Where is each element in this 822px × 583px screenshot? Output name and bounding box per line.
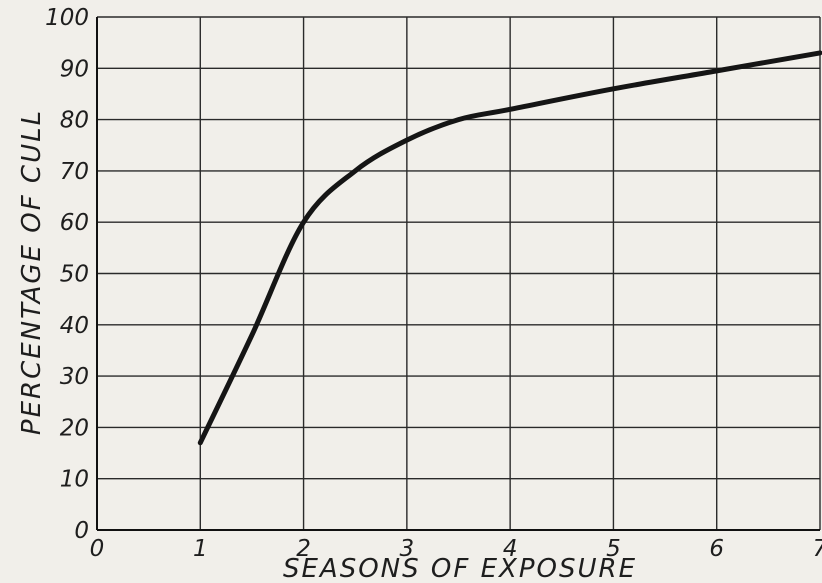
x-tick-label: 5 bbox=[606, 536, 621, 562]
y-tick-label: 20 bbox=[60, 415, 89, 441]
x-tick-label: 6 bbox=[709, 536, 724, 562]
x-axis-title: SEASONS OF EXPOSURE bbox=[283, 554, 637, 579]
tick-labels: 012345670102030405060708090100 bbox=[45, 5, 822, 562]
series bbox=[197, 50, 822, 446]
y-tick-label: 50 bbox=[60, 262, 89, 288]
y-tick-label: 100 bbox=[45, 5, 89, 31]
y-tick-label: 30 bbox=[60, 364, 89, 390]
y-tick-label: 10 bbox=[60, 467, 89, 493]
y-tick-label: 40 bbox=[60, 313, 89, 339]
x-tick-label: 3 bbox=[400, 536, 415, 562]
y-tick-label: 90 bbox=[60, 56, 89, 82]
x-tick-label: 2 bbox=[296, 536, 311, 562]
x-tick-label: 0 bbox=[90, 536, 105, 562]
grid bbox=[97, 16, 821, 530]
y-tick-label: 80 bbox=[60, 108, 89, 134]
axes bbox=[96, 17, 820, 531]
x-tick-label: 4 bbox=[503, 536, 518, 562]
x-tick-label: 7 bbox=[813, 536, 822, 562]
y-axis-title: PERCENTAGE OF CULL bbox=[17, 109, 47, 435]
series-line bbox=[197, 50, 822, 446]
y-tick-label: 0 bbox=[74, 518, 89, 544]
y-tick-label: 70 bbox=[60, 159, 89, 185]
x-tick-label: 1 bbox=[193, 536, 208, 562]
y-tick-label: 60 bbox=[60, 210, 89, 236]
